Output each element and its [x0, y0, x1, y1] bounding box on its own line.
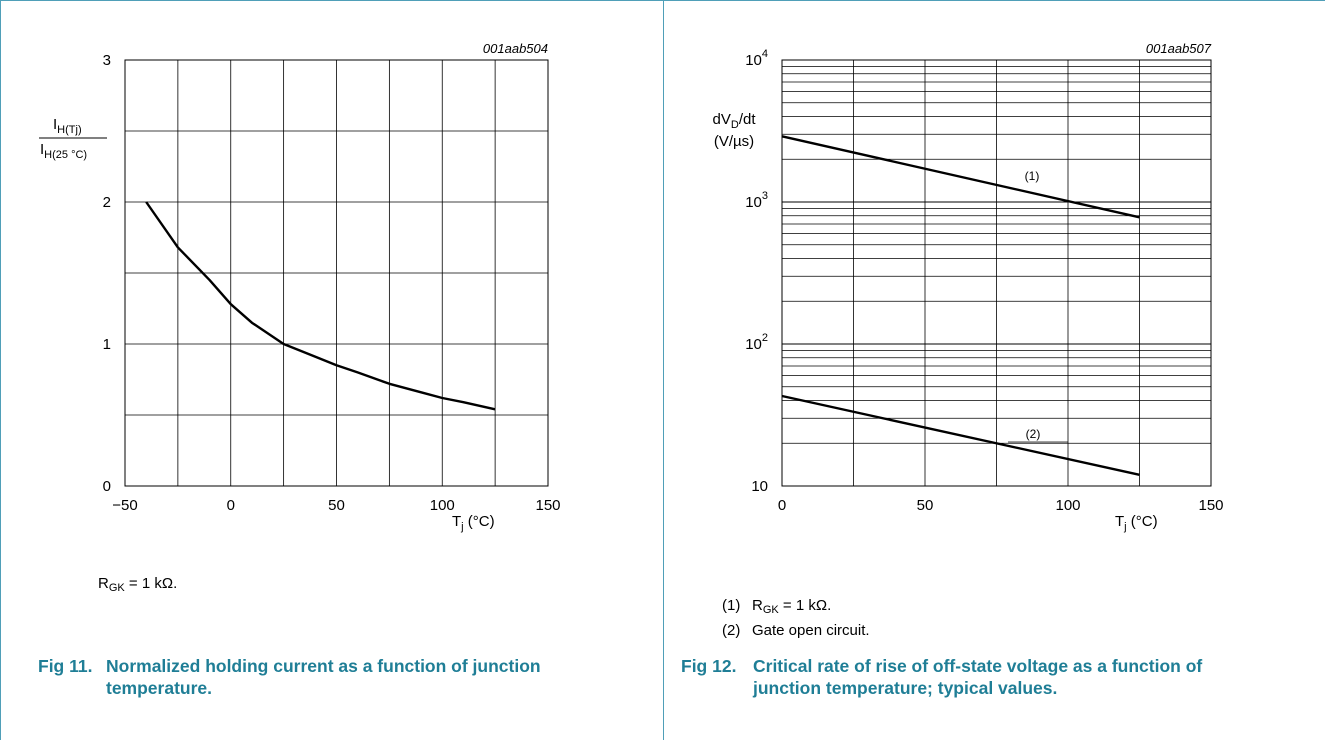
series-2-label: (2)	[1026, 427, 1041, 441]
fig12-caption: Fig 12. Critical rate of rise of off-sta…	[681, 655, 1281, 721]
figure-code: 001aab507	[1146, 41, 1212, 56]
figure-code: 001aab504	[483, 41, 548, 56]
x-tick-label: 100	[430, 497, 455, 514]
series-1-line	[781, 135, 1140, 219]
x-tick-label: 100	[1055, 497, 1080, 514]
y-axis-numerator: IH(Tj)	[53, 116, 82, 136]
x-tick-label: 50	[917, 497, 934, 514]
y-tick-label: 10	[751, 478, 768, 495]
fig11-note: RGK = 1 kΩ.	[98, 575, 178, 594]
y-axis-label-line1: dVD/dt	[713, 111, 757, 131]
y-tick-label: 1	[103, 336, 111, 353]
fig11-title: Normalized holding current as a function…	[106, 656, 541, 698]
x-tick-label: 0	[227, 497, 235, 514]
series-1-label: (1)	[1025, 169, 1040, 183]
plot-frame	[124, 59, 549, 487]
x-tick-label: 50	[328, 497, 345, 514]
fig11-caption: Fig 11. Normalized holding current as a …	[38, 655, 638, 699]
x-tick-label: −50	[112, 497, 137, 514]
x-tick-label: 0	[778, 497, 786, 514]
plot-frame	[781, 59, 1212, 487]
center-divider	[663, 0, 664, 740]
y-tick-label: 102	[745, 332, 768, 353]
y-tick-label: 103	[745, 190, 768, 211]
fig12-note-1: (1) RGK = 1 kΩ.	[722, 597, 832, 616]
y-tick-label: 3	[103, 52, 111, 69]
y-tick-label: 0	[103, 478, 111, 495]
x-axis-label: Tj (°C)	[452, 513, 495, 533]
fig12-title: Critical rate of rise of off-state volta…	[753, 656, 1203, 698]
left-border	[0, 0, 1, 740]
fig11-number: Fig 11.	[38, 656, 93, 676]
y-axis-label-line2: (V/µs)	[714, 133, 754, 150]
fig12-note-2: (2) Gate open circuit.	[722, 622, 870, 639]
y-tick-label: 2	[103, 194, 111, 211]
x-tick-label: 150	[535, 497, 560, 514]
top-border	[0, 0, 1325, 1]
x-axis-label: Tj (°C)	[1115, 513, 1158, 533]
holding-current-curve	[145, 201, 496, 411]
y-axis-denominator: IH(25 °C)	[40, 141, 87, 161]
x-tick-label: 150	[1198, 497, 1223, 514]
critical-rate-chart: (1) (2) 0 50 100 150 10 102 103 104 001aab507 Tj (°…	[713, 41, 1224, 533]
fig12-number: Fig 12.	[681, 656, 737, 676]
series-2-line	[781, 394, 1140, 476]
y-tick-label: 104	[745, 48, 768, 69]
